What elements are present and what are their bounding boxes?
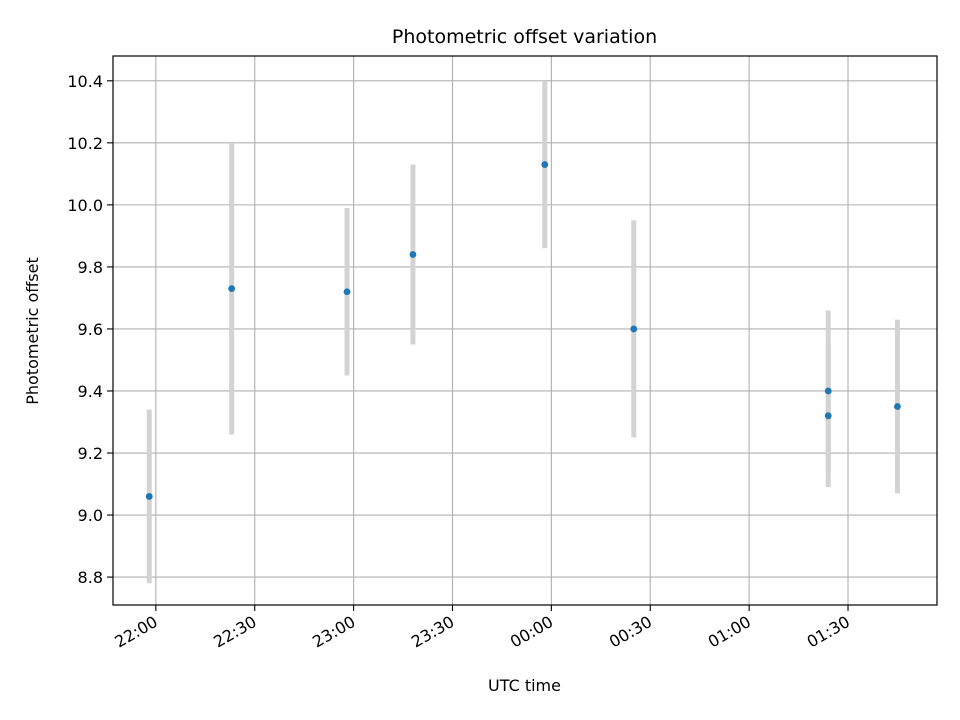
data-point [409, 251, 417, 258]
data-point [541, 161, 549, 168]
data-point [343, 288, 351, 296]
y-tick-label: 9.0 [78, 506, 103, 525]
y-tick-label: 9.6 [78, 320, 103, 339]
plot-frame [112, 55, 938, 606]
y-tick-label: 10.4 [67, 72, 103, 91]
y-axis-label: Photometric offset [23, 257, 42, 405]
data-points [145, 161, 901, 500]
chart-title: Photometric offset variation [392, 26, 657, 48]
data-point [630, 325, 638, 333]
y-tick-label: 8.8 [78, 568, 103, 587]
data-point [228, 285, 236, 293]
y-tick-label: 10.2 [67, 134, 103, 153]
y-tick-label: 9.8 [78, 258, 103, 277]
y-axis: 8.8 9.0 9.2 9.4 9.6 9.8 10.0 10.2 10.4 [67, 72, 113, 587]
y-tick-label: 10.0 [67, 196, 103, 215]
y-tick-label: 9.2 [78, 444, 103, 463]
data-point [145, 493, 153, 500]
y-tick-label: 9.4 [78, 382, 103, 401]
data-point [824, 387, 832, 395]
data-point [824, 412, 832, 420]
grid [113, 56, 937, 605]
data-point [894, 403, 901, 410]
x-axis-label: UTC time [488, 676, 561, 695]
